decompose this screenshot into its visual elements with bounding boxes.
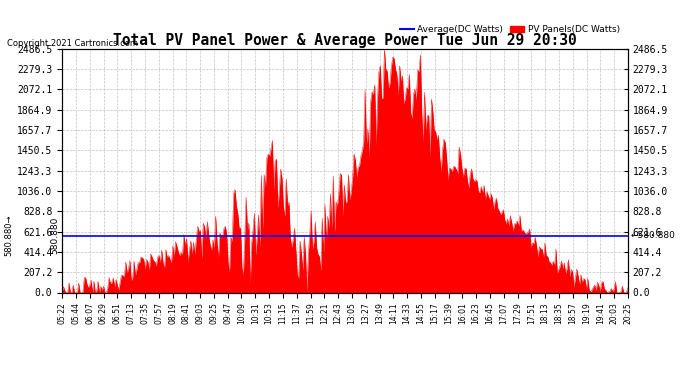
Text: 580.880: 580.880 (50, 217, 59, 254)
Title: Total PV Panel Power & Average Power Tue Jun 29 20:30: Total PV Panel Power & Average Power Tue… (113, 33, 577, 48)
Text: 580.880→: 580.880→ (5, 215, 14, 256)
Text: Copyright 2021 Cartronics.com: Copyright 2021 Cartronics.com (7, 39, 138, 48)
Legend: Average(DC Watts), PV Panels(DC Watts): Average(DC Watts), PV Panels(DC Watts) (397, 22, 623, 38)
Text: ←580.880: ←580.880 (631, 231, 676, 240)
